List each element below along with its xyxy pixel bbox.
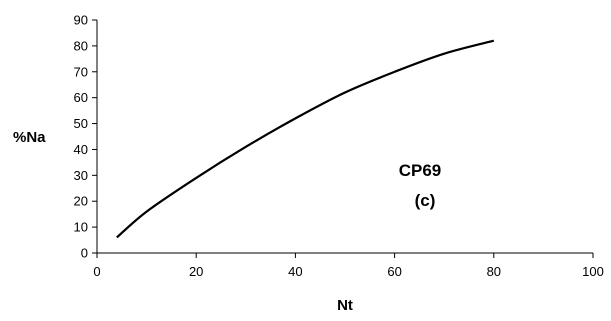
y-tick-label: 60 — [74, 90, 88, 105]
series-line — [117, 41, 494, 238]
chart-annotation-name: CP69 — [399, 161, 442, 180]
series-layer — [117, 41, 494, 238]
y-tick-label: 80 — [74, 38, 88, 53]
x-tick-label: 100 — [582, 264, 604, 279]
x-tick-label: 40 — [288, 264, 302, 279]
y-axis-label: %Na — [13, 129, 46, 146]
x-axis-label: Nt — [337, 297, 353, 314]
y-tick-label: 20 — [74, 194, 88, 209]
x-tick-label: 20 — [189, 264, 203, 279]
x-tick-label: 0 — [93, 264, 100, 279]
y-tick-label: 0 — [81, 246, 88, 261]
chart-annotation-panel: (c) — [415, 191, 436, 210]
y-tick-label: 10 — [74, 220, 88, 235]
x-tick-label: 80 — [487, 264, 501, 279]
x-axis-ticks: 0 20 40 60 80 100 — [93, 253, 603, 279]
plot-area: 0 10 20 30 40 50 60 70 80 90 0 20 40 60 80 100 — [74, 13, 604, 280]
y-axis-ticks: 0 10 20 30 40 50 60 70 80 90 — [74, 13, 97, 261]
y-tick-label: 40 — [74, 142, 88, 157]
x-tick-label: 60 — [387, 264, 401, 279]
y-tick-label: 90 — [74, 13, 88, 28]
y-tick-label: 30 — [74, 168, 88, 183]
y-tick-label: 50 — [74, 116, 88, 131]
y-tick-label: 70 — [74, 64, 88, 79]
